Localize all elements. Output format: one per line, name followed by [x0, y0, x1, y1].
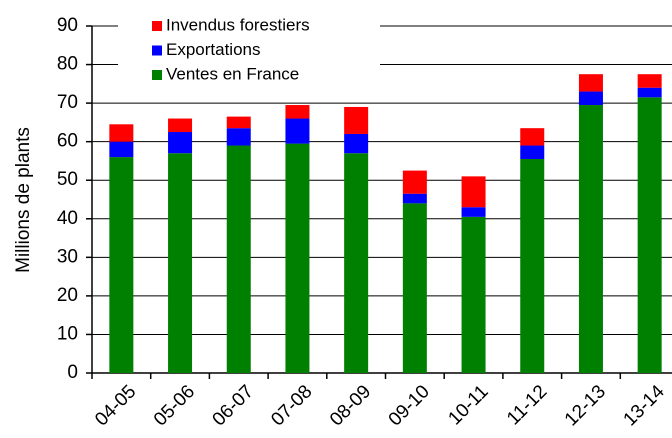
- bar-segment: [461, 176, 486, 208]
- y-tick-label: 30: [57, 246, 78, 267]
- bar-segment: [578, 91, 603, 106]
- bar-segment: [109, 157, 134, 373]
- bar-segment: [402, 203, 427, 373]
- y-tick-label: 40: [57, 208, 78, 229]
- bar-segment: [226, 128, 251, 146]
- y-tick-label: 80: [57, 54, 78, 75]
- y-axis-label: Millions de plants: [13, 127, 34, 273]
- bar-segment: [578, 74, 603, 92]
- bar-segment: [402, 170, 427, 194]
- bar-segment: [285, 143, 310, 373]
- legend-swatch: [152, 70, 162, 80]
- bar-segment: [168, 132, 193, 154]
- y-tick-label: 70: [57, 92, 78, 113]
- bar-segment: [520, 128, 545, 146]
- bar-segment: [344, 106, 369, 134]
- x-tick-label: 11-12: [503, 381, 551, 429]
- y-tick-label: 50: [57, 169, 78, 190]
- x-tick-label: 07-08: [267, 381, 316, 430]
- legend-label: Ventes en France: [166, 64, 299, 83]
- bar-segment: [461, 216, 486, 373]
- x-tick-label: 08-09: [326, 381, 375, 430]
- y-tick-label: 10: [57, 323, 78, 344]
- bar-segment: [168, 153, 193, 373]
- bar-segment: [109, 124, 134, 142]
- bar-segment: [226, 145, 251, 373]
- bar-segment: [226, 116, 251, 129]
- legend-label: Exportations: [166, 40, 261, 59]
- bar-segment: [520, 159, 545, 373]
- bar-segment: [285, 105, 310, 119]
- x-tick-label: 05-06: [150, 381, 199, 430]
- x-tick-label: 09-10: [385, 381, 434, 430]
- x-tick-label: 12-13: [561, 381, 610, 430]
- bar-segment: [344, 133, 369, 154]
- y-tick-label: 90: [57, 15, 78, 36]
- legend-swatch: [152, 45, 162, 56]
- bar-segment: [637, 97, 662, 374]
- bar-segment: [520, 145, 545, 160]
- x-tick-label: 04-05: [91, 381, 140, 430]
- bar-segment: [461, 207, 486, 217]
- bar-segment: [402, 193, 427, 204]
- x-tick-label: 10-11: [444, 381, 492, 429]
- bar-segment: [344, 153, 369, 373]
- x-tick-label: 06-07: [209, 381, 258, 430]
- y-tick-label: 60: [57, 131, 78, 152]
- legend-label: Invendus forestiers: [166, 15, 310, 34]
- y-tick-label: 0: [67, 362, 78, 383]
- bar-segment: [578, 105, 603, 374]
- bar-segment: [637, 74, 662, 88]
- x-tick-label: 13-14: [620, 381, 670, 431]
- bar-segment: [109, 141, 134, 158]
- y-tick-label: 20: [57, 285, 78, 306]
- bar-segment: [285, 118, 310, 144]
- bar-segment: [168, 118, 193, 133]
- legend-swatch: [152, 21, 162, 31]
- bar-segment: [637, 87, 662, 98]
